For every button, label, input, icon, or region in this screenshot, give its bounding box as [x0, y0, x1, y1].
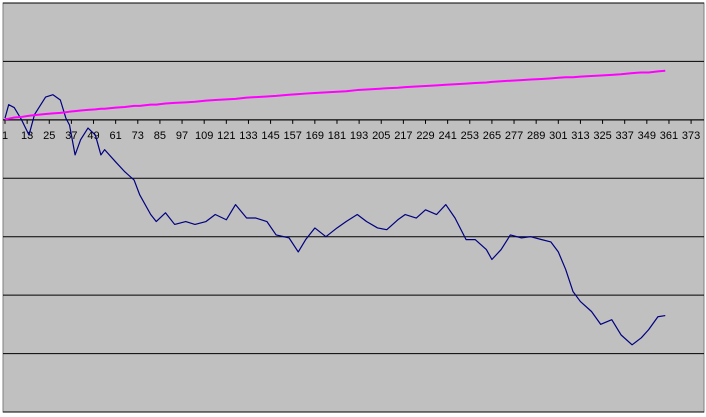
series-line	[4, 94, 666, 346]
x-tick-label: 73	[132, 130, 144, 142]
x-tick-label: 193	[350, 130, 368, 142]
x-tick-label: 253	[461, 130, 479, 142]
x-tick-label: 301	[549, 130, 567, 142]
x-tick-label: 205	[372, 130, 390, 142]
x-tick-label: 85	[154, 130, 166, 142]
x-tick-label: 145	[261, 130, 279, 142]
x-tick-label: 109	[195, 130, 213, 142]
x-tick-label: 313	[571, 130, 589, 142]
x-tick-label: 121	[217, 130, 235, 142]
x-tick-label: 289	[527, 130, 545, 142]
x-tick-label: 373	[682, 130, 700, 142]
x-tick-label: 133	[239, 130, 257, 142]
x-tick-label: 241	[438, 130, 456, 142]
x-tick-label: 25	[43, 130, 55, 142]
x-tick-label: 337	[616, 130, 634, 142]
series-line	[4, 69, 666, 121]
x-tick-label: 229	[416, 130, 434, 142]
x-tick-label: 361	[660, 130, 678, 142]
x-tick-label: 181	[328, 130, 346, 142]
x-tick-label: 1	[2, 130, 8, 142]
x-tick-label: 49	[87, 130, 99, 142]
x-tick-label: 97	[176, 130, 188, 142]
x-tick-label: 325	[593, 130, 611, 142]
x-tick-label: 217	[394, 130, 412, 142]
x-tick-label: 61	[110, 130, 122, 142]
x-tick-label: 277	[505, 130, 523, 142]
x-tick-label: 265	[483, 130, 501, 142]
x-tick-label: 157	[284, 130, 302, 142]
x-tick-label: 169	[306, 130, 324, 142]
x-tick-label: 349	[638, 130, 656, 142]
